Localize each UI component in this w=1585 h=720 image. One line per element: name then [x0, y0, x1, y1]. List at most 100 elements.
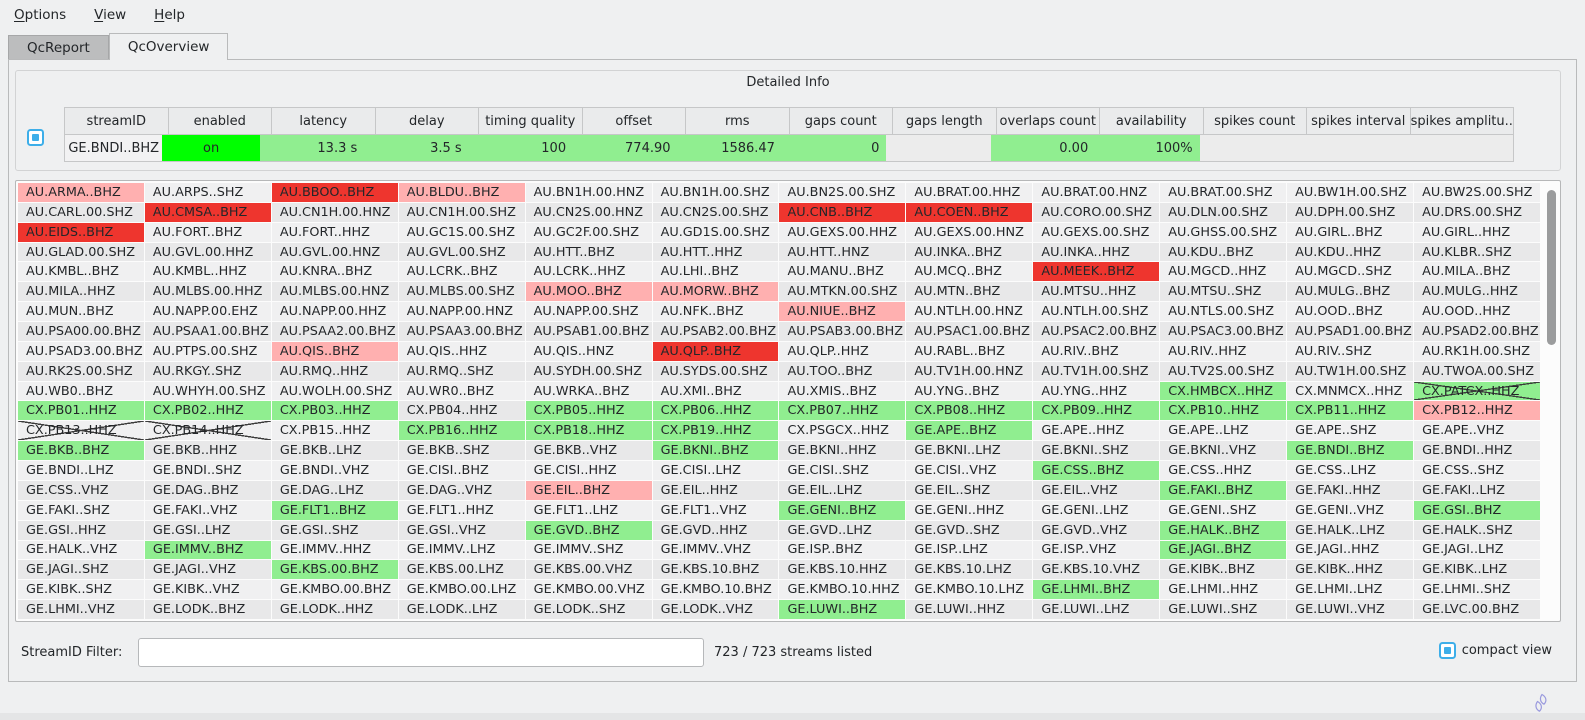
stream-cell[interactable]: AU.WR0..BHZ: [398, 381, 525, 401]
stream-cell[interactable]: AU.MORW..BHZ: [652, 282, 779, 302]
stream-cell[interactable]: AU.NIUE..BHZ: [779, 302, 906, 322]
stream-cell[interactable]: AU.RK1H.00.SHZ: [1414, 341, 1540, 361]
stream-cell[interactable]: AU.LCRK..HHZ: [525, 262, 652, 282]
stream-cell[interactable]: GE.JAGI..LHZ: [1414, 540, 1540, 560]
stream-cell[interactable]: GE.BKNI..HHZ: [779, 441, 906, 461]
stream-cell[interactable]: AU.CN1H.00.HNZ: [271, 202, 398, 222]
stream-cell[interactable]: AU.PSAD2.00.BHZ: [1414, 322, 1540, 341]
stream-cell[interactable]: GE.CISI..VHZ: [906, 461, 1033, 480]
stream-cell[interactable]: AU.GEXS.00.HHZ: [779, 222, 906, 242]
stream-cell[interactable]: AU.GEXS.00.HNZ: [906, 222, 1033, 242]
stream-cell[interactable]: GE.ISP..BHZ: [779, 540, 906, 560]
column-header[interactable]: offset: [583, 108, 686, 134]
detailed-info-checkbox[interactable]: [27, 129, 44, 146]
stream-cell[interactable]: GE.FLT1..BHZ: [271, 500, 398, 520]
stream-cell[interactable]: GE.BKB..LHZ: [271, 441, 398, 461]
stream-cell[interactable]: GE.FLT1..LHZ: [525, 500, 652, 520]
stream-cell[interactable]: AU.NTLS.00.SHZ: [1160, 302, 1287, 322]
stream-cell[interactable]: GE.EIL..LHZ: [779, 480, 906, 500]
stream-cell[interactable]: GE.KBS.00.VHZ: [525, 560, 652, 580]
stream-cell[interactable]: GE.KBS.10.LHZ: [906, 560, 1033, 580]
stream-cell[interactable]: CX.PB16..HHZ: [398, 421, 525, 441]
stream-cell[interactable]: CX.PB08..HHZ: [906, 401, 1033, 421]
stream-cell[interactable]: GE.APE..LHZ: [1160, 421, 1287, 441]
stream-cell[interactable]: AU.DRS.00.SHZ: [1414, 202, 1540, 222]
stream-cell[interactable]: AU.MGCD..SHZ: [1287, 262, 1414, 282]
stream-cell[interactable]: AU.RMQ..SHZ: [398, 361, 525, 381]
stream-cell[interactable]: CX.PB14..HHZ: [145, 421, 271, 441]
stream-cell[interactable]: GE.FLT1..HHZ: [398, 500, 525, 520]
stream-cell[interactable]: GE.LUWI..VHZ: [1287, 600, 1414, 619]
stream-cell[interactable]: AU.WB0..BHZ: [18, 381, 144, 401]
stream-cell[interactable]: AU.MANU..BHZ: [779, 262, 906, 282]
stream-cell[interactable]: CX.PB06..HHZ: [652, 401, 779, 421]
column-header[interactable]: streamID: [65, 108, 169, 134]
stream-cell[interactable]: GE.FAKI..BHZ: [1160, 480, 1287, 500]
stream-cell[interactable]: AU.GD1S.00.SHZ: [652, 222, 779, 242]
stream-cell[interactable]: AU.MGCD..HHZ: [1160, 262, 1287, 282]
stream-cell[interactable]: CX.HMBCX..HHZ: [1160, 381, 1287, 401]
stream-cell[interactable]: AU.RKGY..SHZ: [144, 361, 271, 381]
stream-cell[interactable]: GE.GENI..VHZ: [1287, 500, 1414, 520]
column-header[interactable]: rms: [686, 108, 790, 134]
stream-cell[interactable]: GE.CSS..VHZ: [18, 480, 144, 500]
stream-cell[interactable]: CX.PB09..HHZ: [1033, 401, 1160, 421]
stream-cell[interactable]: AU.CN2S.00.HNZ: [525, 202, 652, 222]
stream-cell[interactable]: AU.MULG..BHZ: [1287, 282, 1414, 302]
stream-cell[interactable]: GE.KMBO.00.VHZ: [525, 580, 652, 600]
stream-cell[interactable]: AU.MEEK..BHZ: [1033, 262, 1160, 282]
stream-cell[interactable]: GE.BNDI..SHZ: [144, 461, 271, 480]
stream-cell[interactable]: GE.KMBO.10.LHZ: [906, 580, 1033, 600]
stream-cell[interactable]: AU.INKA..BHZ: [906, 242, 1033, 262]
stream-cell[interactable]: AU.DLN.00.SHZ: [1160, 202, 1287, 222]
stream-cell[interactable]: GE.LUWI..SHZ: [1160, 600, 1287, 619]
stream-cell[interactable]: GE.KMBO.00.LHZ: [398, 580, 525, 600]
stream-cell[interactable]: AU.QIS..BHZ: [271, 341, 398, 361]
stream-cell[interactable]: GE.GSI..BHZ: [1414, 500, 1540, 520]
stream-cell[interactable]: AU.KNRA..BHZ: [271, 262, 398, 282]
stream-cell[interactable]: CX.PB04..HHZ: [398, 401, 525, 421]
stream-cell[interactable]: GE.FLT1..VHZ: [652, 500, 779, 520]
stream-cell[interactable]: AU.TW1H.00.SHZ: [1287, 361, 1414, 381]
stream-cell[interactable]: AU.ARMA..BHZ: [18, 183, 144, 202]
stream-cell[interactable]: GE.BNDI..BHZ: [1287, 441, 1414, 461]
stream-cell[interactable]: AU.OOD..HHZ: [1414, 302, 1540, 322]
stream-cell[interactable]: GE.GSI..LHZ: [144, 520, 271, 540]
column-header[interactable]: overlaps count: [997, 108, 1100, 134]
stream-cell[interactable]: AU.BRAT.00.HNZ: [1033, 183, 1160, 202]
stream-cell[interactable]: AU.BW1H.00.SHZ: [1287, 183, 1414, 202]
stream-cell[interactable]: AU.MILA..BHZ: [1414, 262, 1540, 282]
column-header[interactable]: timing quality: [479, 108, 583, 134]
stream-cell[interactable]: GE.LVC.00.BHZ: [1414, 600, 1540, 619]
stream-cell[interactable]: AU.KDU..HHZ: [1287, 242, 1414, 262]
column-header[interactable]: delay: [376, 108, 479, 134]
stream-cell[interactable]: CX.PATCX..HHZ: [1414, 381, 1540, 401]
stream-cell[interactable]: AU.KLBR..SHZ: [1414, 242, 1540, 262]
stream-cell[interactable]: AU.HTT..BHZ: [525, 242, 652, 262]
stream-cell[interactable]: AU.NAPP.00.EHZ: [144, 302, 271, 322]
stream-cell[interactable]: GE.KMBO.10.BHZ: [652, 580, 779, 600]
stream-cell[interactable]: GE.LHMI..SHZ: [1414, 580, 1540, 600]
stream-cell[interactable]: AU.NAPP.00.HNZ: [398, 302, 525, 322]
stream-cell[interactable]: GE.BKB..HHZ: [144, 441, 271, 461]
stream-cell[interactable]: GE.APE..BHZ: [906, 421, 1033, 441]
stream-cell[interactable]: AU.MLBS.00.SHZ: [398, 282, 525, 302]
stream-cell[interactable]: AU.PSAA1.00.BHZ: [144, 322, 271, 341]
compact-view-checkbox[interactable]: [1438, 642, 1456, 659]
stream-cell[interactable]: GE.GENI..BHZ: [779, 500, 906, 520]
stream-cell[interactable]: AU.FORT..BHZ: [144, 222, 271, 242]
stream-cell[interactable]: AU.HTT..HNZ: [779, 242, 906, 262]
stream-cell[interactable]: GE.GVD..VHZ: [1033, 520, 1160, 540]
stream-cell[interactable]: GE.IMMV..HHZ: [271, 540, 398, 560]
stream-cell[interactable]: GE.KIBK..LHZ: [1414, 560, 1540, 580]
stream-cell[interactable]: GE.BKNI..BHZ: [652, 441, 779, 461]
stream-cell[interactable]: AU.RABL..BHZ: [906, 341, 1033, 361]
stream-cell[interactable]: GE.HALK..LHZ: [1287, 520, 1414, 540]
stream-cell[interactable]: GE.KBS.00.LHZ: [398, 560, 525, 580]
stream-cell[interactable]: AU.GLAD.00.SHZ: [18, 242, 144, 262]
tab-qcoverview[interactable]: QcOverview: [108, 33, 229, 60]
stream-cell[interactable]: CX.PSGCX..HHZ: [779, 421, 906, 441]
stream-cell[interactable]: AU.QLP..HHZ: [779, 341, 906, 361]
stream-cell[interactable]: GE.HALK..BHZ: [1160, 520, 1287, 540]
stream-cell[interactable]: AU.MTSU..SHZ: [1160, 282, 1287, 302]
